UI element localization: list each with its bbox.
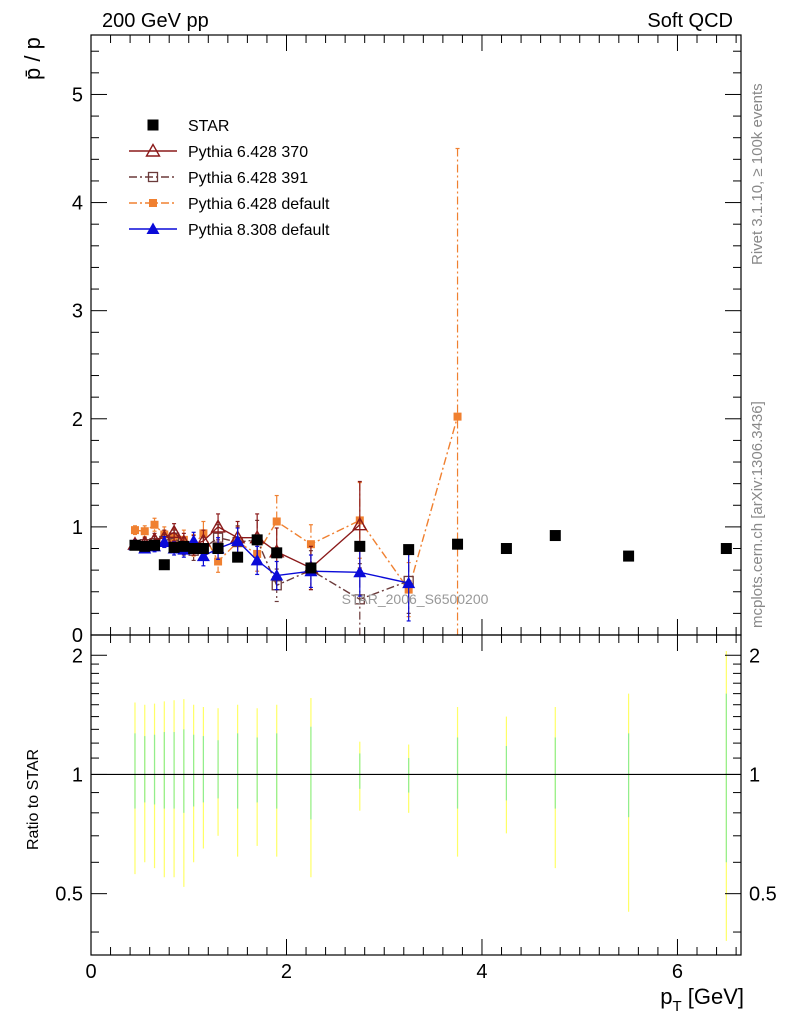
- data-point-p6def: [130, 526, 139, 535]
- analysis-watermark: STAR_2006_S6500200: [342, 591, 489, 607]
- data-point-p370: [166, 524, 182, 538]
- x-axis-label-p: p: [660, 984, 672, 1009]
- legend-marker-p8def: [146, 222, 160, 234]
- y-tick-label: 0: [72, 625, 83, 647]
- main-plot-panel: 0 1 2 3 4 5 STAR_2006_S6500200 p̄ / p: [20, 34, 742, 647]
- data-point-star: [623, 550, 635, 562]
- data-point-star: [178, 540, 190, 552]
- data-point-p8def: [231, 534, 245, 546]
- series-star: [129, 530, 732, 574]
- data-point-star: [305, 562, 317, 574]
- data-point-star: [403, 544, 415, 556]
- x-tick-label: 2: [281, 961, 292, 983]
- legend-marker-p391: [147, 171, 159, 183]
- data-point-p8def: [402, 576, 416, 589]
- legend: STAR Pythia 6.428 370 Pythia 6.428 391 Pyth…: [129, 118, 330, 239]
- data-point-star: [271, 547, 283, 559]
- data-point-p6def: [140, 527, 149, 536]
- data-point-star: [158, 559, 170, 571]
- data-point-star: [354, 540, 366, 552]
- legend-marker-star: [147, 119, 159, 131]
- header-left: 200 GeV pp: [102, 10, 209, 32]
- data-point-star: [168, 541, 180, 553]
- data-point-star: [139, 540, 151, 552]
- data-point-p6def: [453, 412, 462, 421]
- data-point-p370: [352, 516, 368, 531]
- x-axis-label-sub: T: [672, 998, 681, 1015]
- x-axis-label: pT [GeV]: [660, 984, 744, 1015]
- ratio-uncertainty-bands: [91, 651, 741, 941]
- main-axis-ticks: 0 1 2 3 4 5: [72, 35, 741, 647]
- data-point-star: [500, 543, 512, 555]
- ratio-y-tick-label-right: 0.5: [749, 884, 777, 906]
- ratio-y-tick-label: 1: [72, 764, 83, 786]
- header-right: Soft QCD: [647, 10, 733, 32]
- mcplots-label: mcplots.cern.ch [arXiv:1306.3436]: [749, 401, 766, 628]
- y-axis-label: p̄ / p: [20, 37, 45, 80]
- data-point-star: [251, 534, 263, 546]
- legend-marker-p6def: [149, 199, 157, 207]
- data-point-star: [149, 539, 161, 551]
- data-point-star: [232, 551, 244, 563]
- data-point-star: [549, 530, 561, 542]
- legend-label-p8def: Pythia 8.308 default: [188, 222, 330, 239]
- legend-label-p6def: Pythia 6.428 default: [188, 196, 330, 213]
- series-line-p6def: [134, 416, 459, 592]
- ratio-y-axis-label: Ratio to STAR: [25, 749, 42, 850]
- data-point-star: [188, 543, 200, 555]
- data-point-p8def: [270, 569, 284, 581]
- x-axis-label-unit: [GeV]: [682, 984, 744, 1009]
- y-tick-label: 5: [72, 84, 83, 106]
- rivet-label: Rivet 3.1.10, ≥ 100k events: [749, 83, 766, 265]
- y-tick-label: 1: [72, 517, 83, 539]
- data-point-star: [197, 543, 209, 555]
- ratio-plot-panel: 0.5 0.5 1 1 2 2 0 2 4 6 Ratio to STAR pT [GeV]: [25, 634, 777, 1015]
- ratio-y-tick-label-right: 1: [749, 764, 760, 786]
- data-point-p8def: [157, 535, 171, 548]
- ratio-y-tick-label-right: 2: [749, 645, 760, 667]
- legend-label-star: STAR: [188, 118, 229, 135]
- series-p370: [127, 480, 368, 591]
- main-data-layer: [127, 147, 732, 635]
- x-tick-label: 0: [85, 961, 96, 983]
- ratio-axis-ticks: 0.5 0.5 1 1 2 2 0 2 4 6: [55, 635, 777, 983]
- data-point-p8def: [353, 565, 367, 578]
- data-point-p8def: [250, 553, 264, 566]
- data-point-star: [212, 543, 224, 555]
- data-point-p8def: [196, 549, 210, 562]
- data-point-p6def: [272, 517, 281, 526]
- legend-marker-p370: [145, 143, 161, 157]
- legend-label-p370: Pythia 6.428 370: [188, 144, 308, 161]
- legend-label-p391: Pythia 6.428 391: [188, 170, 308, 187]
- y-tick-label: 2: [72, 409, 83, 431]
- y-tick-label: 4: [72, 193, 83, 215]
- x-tick-label: 4: [476, 961, 487, 983]
- ratio-y-tick-label: 2: [72, 645, 83, 667]
- data-point-star: [452, 538, 464, 550]
- y-tick-label: 3: [72, 301, 83, 323]
- ratio-y-tick-label: 0.5: [55, 884, 83, 906]
- data-point-star: [720, 543, 732, 555]
- data-point-star: [129, 539, 141, 551]
- data-point-p6def: [214, 557, 223, 566]
- data-point-p6def: [306, 540, 315, 549]
- data-point-p6def: [150, 520, 159, 529]
- ratio-frame: [90, 634, 742, 956]
- data-point-p370: [210, 518, 226, 533]
- x-tick-label: 6: [672, 961, 683, 983]
